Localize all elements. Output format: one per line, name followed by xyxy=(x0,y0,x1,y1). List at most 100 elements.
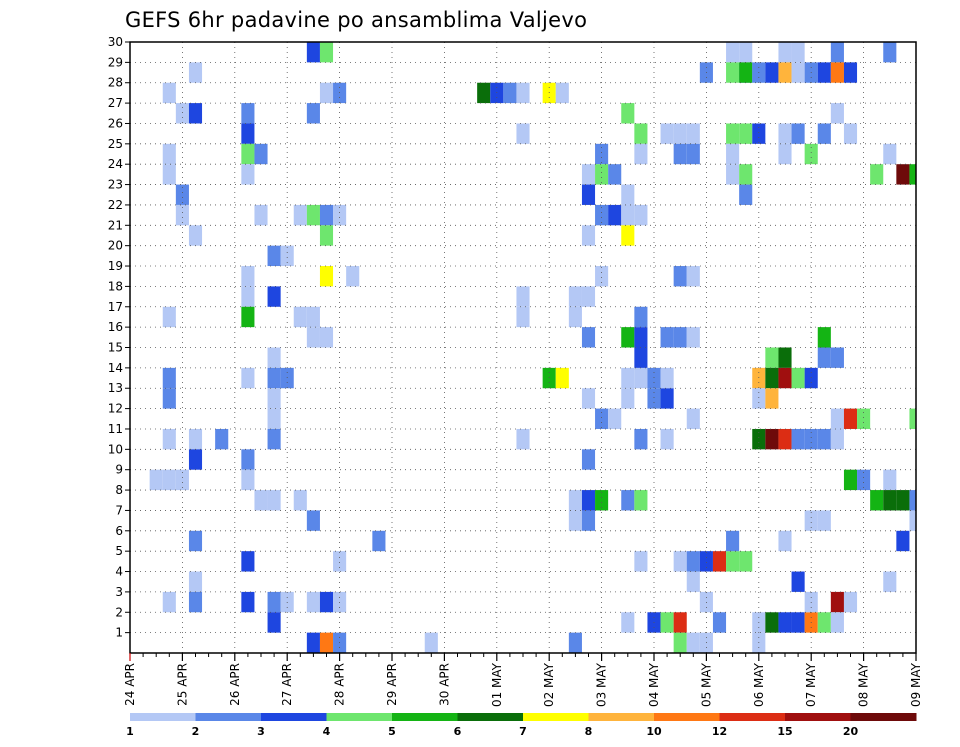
heatmap-cell xyxy=(673,123,687,144)
heatmap-cell xyxy=(870,164,884,185)
heatmap-cell xyxy=(791,62,805,83)
y-tick-label: 18 xyxy=(108,279,123,293)
heatmap-cell xyxy=(621,327,635,348)
heatmap-cell xyxy=(634,123,648,144)
heatmap-cell xyxy=(162,388,176,409)
colorbar-label: 3 xyxy=(257,725,265,738)
heatmap-cell xyxy=(673,327,687,348)
heatmap-cell xyxy=(241,591,255,613)
heatmap-cell xyxy=(581,225,596,246)
x-tick-label: 07 MAY xyxy=(804,662,818,707)
colorbar-label: 15 xyxy=(777,725,792,738)
heatmap-cell xyxy=(241,449,255,470)
heatmap-cell xyxy=(752,367,766,389)
heatmap-cell xyxy=(660,428,674,450)
grid-layer xyxy=(130,42,916,653)
heatmap-cell xyxy=(686,266,700,287)
heatmap-cell xyxy=(581,327,596,348)
y-tick-label: 8 xyxy=(115,483,123,497)
heatmap-cell xyxy=(843,469,858,491)
y-tick-label: 30 xyxy=(108,35,123,49)
x-tick-label: 09 MAY xyxy=(909,662,923,707)
heatmap-cell xyxy=(267,428,281,450)
heatmap-cell xyxy=(634,143,648,165)
heatmap-cell xyxy=(804,428,818,450)
heatmap-cell xyxy=(516,286,530,307)
y-tick-label: 29 xyxy=(108,55,123,69)
heatmap-cell xyxy=(791,612,805,633)
colorbar-label: 7 xyxy=(519,725,527,738)
y-tick-label: 7 xyxy=(115,503,123,517)
heatmap-cell xyxy=(267,286,281,307)
colorbar-swatch xyxy=(392,713,458,721)
heatmap-cell xyxy=(608,204,622,226)
heatmap-cell xyxy=(830,428,844,450)
heatmap-cell xyxy=(581,164,596,185)
heatmap-cell xyxy=(634,490,648,511)
heatmap-cell xyxy=(162,469,176,491)
heatmap-cell xyxy=(267,591,281,613)
heatmap-cell xyxy=(280,245,294,267)
heatmap-cell xyxy=(241,551,255,572)
heatmap-cell xyxy=(568,306,582,328)
x-tick-label: 01 MAY xyxy=(490,662,504,707)
x-tick-label: 08 MAY xyxy=(857,662,871,707)
heatmap-cell xyxy=(830,591,844,613)
x-tick-label: 03 MAY xyxy=(595,662,609,707)
heatmap-cell xyxy=(581,449,596,470)
heatmap-cell xyxy=(503,82,517,104)
heatmap-cell xyxy=(830,62,844,83)
heatmap-cell xyxy=(581,388,596,409)
heatmap-cell xyxy=(634,204,648,226)
heatmap-cell xyxy=(765,388,779,409)
colorbar-label: 1 xyxy=(126,725,134,738)
heatmap-cell xyxy=(162,367,176,389)
heatmap-cell xyxy=(778,612,792,633)
heatmap-cell xyxy=(581,510,596,531)
heatmap-cell xyxy=(686,571,700,592)
heatmap-cell xyxy=(621,225,635,246)
y-tick-label: 22 xyxy=(108,198,123,212)
heatmap-cell xyxy=(319,42,334,63)
heatmap-cell xyxy=(319,266,334,287)
heatmap-cell xyxy=(424,632,438,653)
heatmap-cell xyxy=(634,428,648,450)
y-tick-label: 13 xyxy=(108,381,123,395)
heatmap-cell xyxy=(673,612,687,633)
heatmap-cell xyxy=(791,367,805,389)
heatmap-cell xyxy=(621,184,635,205)
heatmap-cell xyxy=(752,388,766,409)
heatmap-cell xyxy=(241,266,255,287)
heatmap-cell xyxy=(804,510,818,531)
heatmap-cell xyxy=(333,204,347,226)
heatmap-cell xyxy=(595,204,609,226)
heatmap-cell xyxy=(791,428,805,450)
heatmap-cell xyxy=(830,408,844,429)
y-tick-label: 2 xyxy=(115,605,123,619)
heatmap-cell xyxy=(778,123,792,144)
colorbar-label: 8 xyxy=(585,725,593,738)
heatmap-cell xyxy=(267,408,281,429)
heatmap-cell xyxy=(254,143,268,165)
y-tick-label: 20 xyxy=(108,239,123,253)
heatmap-cell xyxy=(595,266,609,287)
heatmap-cell xyxy=(686,632,700,653)
heatmap-cell xyxy=(293,490,307,511)
heatmap-cell xyxy=(306,632,320,653)
y-tick-label: 6 xyxy=(115,524,123,538)
heatmap-cell xyxy=(896,164,910,185)
y-tick-label: 14 xyxy=(108,361,123,375)
y-tick-label: 4 xyxy=(115,565,123,579)
heatmap-cell xyxy=(267,347,281,368)
heatmap-cell xyxy=(791,571,805,592)
colorbar-swatch xyxy=(785,713,851,721)
heatmap-cell xyxy=(830,612,844,633)
heatmap-cell xyxy=(634,327,648,348)
heatmap-cell xyxy=(516,306,530,328)
heatmap-cell xyxy=(568,510,582,531)
x-tick-label: 25 APR xyxy=(175,663,189,706)
heatmap-cell xyxy=(660,367,674,389)
heatmap-cell xyxy=(870,490,884,511)
heatmap-cell xyxy=(726,143,740,165)
heatmap-cell xyxy=(778,62,792,83)
